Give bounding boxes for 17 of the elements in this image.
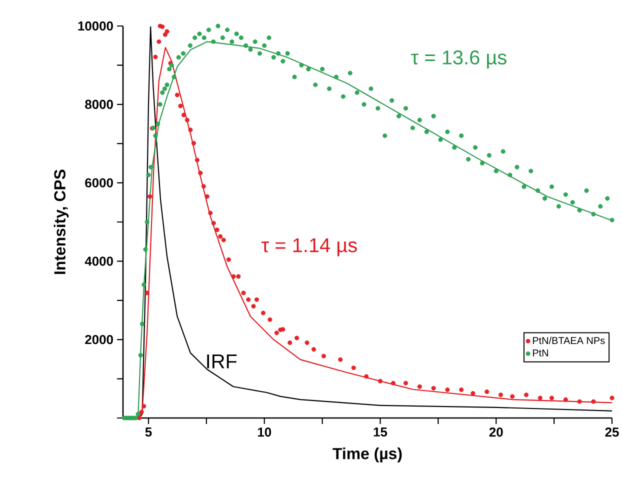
series-label: IRF <box>207 354 237 368</box>
y-tick-label: 2000 <box>85 335 113 344</box>
series-label: τ = 1.14 µs <box>262 238 357 256</box>
y-tick-label: 8000 <box>85 100 113 109</box>
y-tick-label: 6000 <box>85 178 113 188</box>
x-tick-label: 5 <box>145 428 152 437</box>
x-axis-title: Time (µs) <box>332 448 402 462</box>
x-tick-label: 25 <box>605 428 619 437</box>
x-tick-label: 20 <box>489 428 503 437</box>
y-axis-title: Intensity, CPS <box>54 170 69 274</box>
x-tick-label: 10 <box>258 428 272 437</box>
legend-label: PtN <box>532 349 548 356</box>
x-tick-label: 15 <box>374 428 388 437</box>
legend-label: PtN/BTAEA NPs <box>532 336 605 344</box>
y-tick-label: 4000 <box>84 256 113 266</box>
text: τ = 13.6 µs <box>411 50 506 68</box>
y-tick-label: 10000 <box>78 21 113 31</box>
